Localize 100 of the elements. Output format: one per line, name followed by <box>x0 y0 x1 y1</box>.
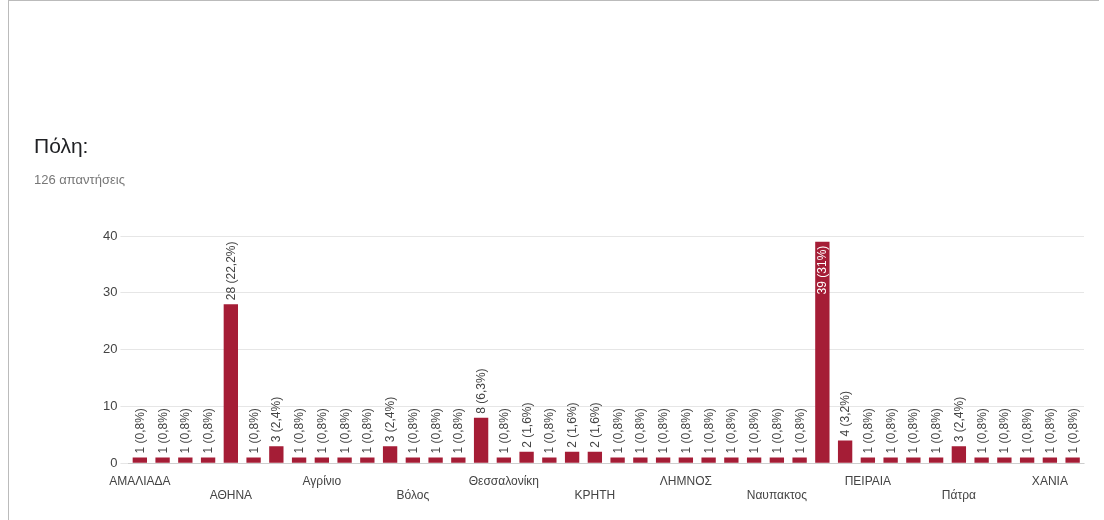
y-tick-label: 20 <box>102 341 118 357</box>
bar <box>678 457 694 463</box>
bar <box>1019 457 1035 463</box>
bar <box>405 457 421 463</box>
bar <box>769 457 785 463</box>
bar <box>655 457 671 463</box>
data-label: 1 (0,8%) <box>337 408 352 454</box>
bar <box>951 446 967 463</box>
bar <box>997 457 1012 463</box>
data-label: 1 (0,8%) <box>997 408 1012 454</box>
data-label: 3 (2,4%) <box>269 396 284 443</box>
bar <box>701 457 716 463</box>
bar <box>906 457 921 463</box>
data-label: 1 (0,8%) <box>974 408 989 454</box>
data-label: 1 (0,8%) <box>883 408 898 454</box>
bar <box>542 457 557 463</box>
bar <box>746 457 762 463</box>
bar <box>587 451 603 463</box>
data-label: 2 (1,6%) <box>519 402 534 448</box>
bar <box>974 457 989 463</box>
bar <box>314 457 330 463</box>
data-label: 1 (0,8%) <box>701 408 716 454</box>
data-label: 1 (0,8%) <box>542 408 557 454</box>
bar <box>246 457 261 463</box>
data-label: 1 (0,8%) <box>656 408 671 454</box>
bar <box>428 457 443 463</box>
bar <box>360 457 375 463</box>
data-label: 28 (22,2%) <box>223 241 238 301</box>
x-tick-label: ΧΑΝΙΑ <box>1031 473 1068 488</box>
data-label: 1 (0,8%) <box>201 408 216 454</box>
data-label: 1 (0,8%) <box>246 408 261 454</box>
bar <box>633 457 648 463</box>
bar <box>382 446 398 463</box>
bar <box>815 241 830 463</box>
bar <box>610 457 625 463</box>
bar <box>837 440 853 463</box>
data-label: 1 (0,8%) <box>860 408 875 454</box>
bar <box>269 446 284 463</box>
y-tick-label: 10 <box>102 397 118 413</box>
x-tick-label: ΚΡΗΤΗ <box>574 488 616 503</box>
bar <box>496 457 512 463</box>
chart-title: Πόλη: <box>34 134 89 158</box>
data-label: 1 (0,8%) <box>747 408 762 454</box>
data-label: 1 (0,8%) <box>610 408 625 454</box>
data-label: 39 (31%) <box>815 245 830 295</box>
bar <box>1042 457 1058 463</box>
data-label: 3 (2,4%) <box>951 396 966 443</box>
data-label: 1 (0,8%) <box>1020 408 1035 454</box>
data-label: 1 (0,8%) <box>929 408 944 454</box>
data-label: 1 (0,8%) <box>1042 408 1057 454</box>
bar <box>1065 457 1080 463</box>
y-tick-label: 0 <box>110 454 118 470</box>
bar <box>155 457 170 463</box>
data-label: 1 (0,8%) <box>360 408 375 454</box>
bar <box>883 457 898 463</box>
data-label: 1 (0,8%) <box>678 408 693 454</box>
bar <box>473 417 489 463</box>
data-label: 1 (0,8%) <box>155 408 170 454</box>
data-label: 1 (0,8%) <box>1065 408 1080 454</box>
x-tick-label: ΛΗΜΝΟΣ <box>659 473 712 488</box>
data-label: 1 (0,8%) <box>769 408 784 454</box>
bar <box>860 457 876 463</box>
data-label: 1 (0,8%) <box>292 408 307 454</box>
data-label: 1 (0,8%) <box>906 408 921 454</box>
data-label: 1 (0,8%) <box>792 408 807 454</box>
bar <box>337 457 352 463</box>
x-tick-label: ΑΘΗΝΑ <box>209 488 253 503</box>
x-tick-label: ΠΕΙΡΑΙΑ <box>844 473 892 488</box>
bar <box>928 457 944 463</box>
bar <box>200 457 216 463</box>
data-label: 1 (0,8%) <box>428 408 443 454</box>
chart-subtitle: 126 απαντήσεις <box>34 172 125 187</box>
data-label: 1 (0,8%) <box>132 408 147 454</box>
x-tick-label: ΑΜΑΛΙΑΔΑ <box>109 473 171 488</box>
data-label: 2 (1,6%) <box>565 402 580 448</box>
bar <box>223 304 239 463</box>
x-tick-label: Αγρίνιο <box>302 473 342 488</box>
y-tick-label: 40 <box>102 227 118 243</box>
data-label: 1 (0,8%) <box>178 408 193 454</box>
data-label: 1 (0,8%) <box>314 408 329 454</box>
data-label: 1 (0,8%) <box>405 408 420 454</box>
bar <box>451 457 466 463</box>
bar <box>519 451 534 463</box>
data-label: 1 (0,8%) <box>451 408 466 454</box>
data-label: 8 (6,3%) <box>474 368 489 414</box>
bar <box>724 457 739 463</box>
x-tick-label: Θεσσαλονίκη <box>468 473 539 488</box>
data-label: 1 (0,8%) <box>633 408 648 454</box>
bar <box>291 457 307 463</box>
data-label: 2 (1,6%) <box>587 402 602 448</box>
bar <box>564 451 580 463</box>
x-tick-label: Ναυπακτος <box>746 488 808 503</box>
x-tick-label: Πάτρα <box>941 488 976 503</box>
data-label: 1 (0,8%) <box>724 408 739 454</box>
bar <box>792 457 807 463</box>
bar <box>132 457 147 463</box>
bar <box>178 457 193 463</box>
data-label: 3 (2,4%) <box>383 396 398 443</box>
data-label: 1 (0,8%) <box>496 408 511 454</box>
y-tick-label: 30 <box>102 284 118 300</box>
